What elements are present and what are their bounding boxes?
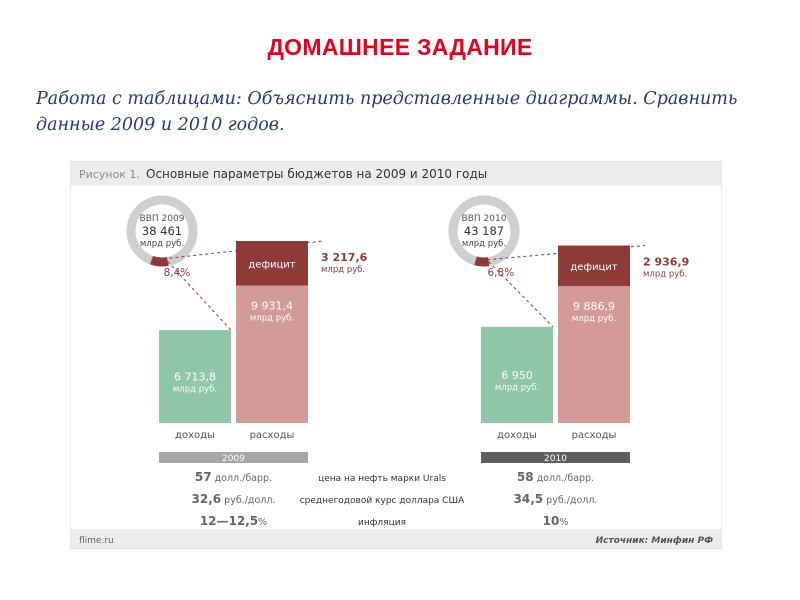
table-value-number-2010-1: 34,5 (514, 492, 544, 506)
expense-value-2009: 9 931,4 (251, 300, 293, 313)
table-value-unit-2010-2: % (559, 517, 568, 528)
figure-header-bar (70, 161, 722, 186)
table-value-2010-2: 10% (543, 514, 569, 528)
deficit-bar-2010 (558, 245, 630, 287)
task-line-2: данные 2009 и 2010 годов. (36, 115, 285, 135)
table-value-unit-2009-2: % (258, 517, 267, 528)
deficit-value-2010: 2 936,9 (643, 256, 689, 269)
gdp-unit-2010: млрд руб. (462, 239, 506, 249)
table-value-2010-1: 34,5 руб./долл. (514, 492, 598, 506)
gdp-value-2010: 43 187 (464, 224, 504, 238)
deficit-bar-label-2009: дефицит (248, 259, 295, 270)
expense-bar-2009 (236, 285, 308, 423)
expense-unit-2009: млрд руб. (250, 314, 294, 324)
table-value-number-2009-1: 32,6 (192, 492, 222, 506)
table-value-2010-0: 58 долл./барр. (517, 470, 594, 484)
page-title: ДОМАШНЕЕ ЗАДАНИЕ (267, 34, 533, 60)
deficit-share-label-2009: 8,4% (164, 267, 191, 279)
table-value-unit-2009-0: долл./барр. (212, 473, 273, 484)
year-label-2010: 2010 (544, 454, 567, 464)
deficit-bar-label-2010: дефицит (570, 262, 617, 273)
income-unit-2009: млрд руб. (173, 385, 217, 395)
deficit-unit-2010: млрд руб. (643, 270, 687, 280)
figure-label: Рисунок 1. (79, 168, 140, 181)
table-row-label-0: цена на нефть марки Urals (318, 474, 446, 484)
category-label-expense-2009: расходы (250, 430, 295, 441)
deficit-bar-2009 (236, 241, 308, 286)
figure-footer-source: Источник: Минфин РФ (596, 536, 713, 546)
table-value-number-2009-0: 57 (195, 470, 212, 484)
income-bar-2010 (481, 326, 553, 423)
table-value-2009-2: 12—12,5% (200, 514, 267, 528)
task-line-1: Работа с таблицами: Объяснить представле… (36, 89, 738, 109)
table-value-2009-0: 57 долл./барр. (195, 470, 272, 484)
expense-value-2010: 9 886,9 (573, 300, 615, 313)
table-value-unit-2010-1: руб./долл. (543, 495, 597, 506)
gdp-deficit-share-arc-2009 (150, 255, 169, 267)
figure-footer-bar (70, 529, 722, 549)
figure-title: Основные параметры бюджетов на 2009 и 20… (146, 167, 487, 181)
table-value-number-2010-2: 10 (543, 514, 560, 528)
year-bar-2009 (159, 452, 308, 463)
gdp-value-2009: 38 461 (142, 224, 182, 238)
income-bar-2009 (159, 330, 231, 423)
gdp-label-2010: ВВП 2010 (462, 214, 507, 224)
income-value-2010: 6 950 (501, 369, 533, 382)
table-value-unit-2009-1: руб./долл. (221, 495, 275, 506)
budget-chart-figure: Рисунок 1. Основные параметры бюджетов н… (70, 161, 722, 549)
category-label-income-2010: доходы (497, 430, 537, 441)
income-unit-2010: млрд руб. (495, 383, 539, 393)
year-label-2009: 2009 (222, 454, 245, 464)
table-value-2009-1: 32,6 руб./долл. (192, 492, 276, 506)
income-value-2009: 6 713,8 (174, 371, 216, 384)
table-row-label-1: среднегодовой курс доллара США (300, 496, 465, 506)
deficit-unit-2009: млрд руб. (321, 265, 365, 275)
deficit-share-label-2010: 6,8% (488, 267, 515, 279)
expense-bar-2010 (558, 286, 630, 423)
table-value-number-2009-2: 12—12,5 (200, 514, 258, 528)
deficit-value-2009: 3 217,6 (321, 251, 368, 264)
gdp-unit-2009: млрд руб. (140, 239, 184, 249)
category-label-expense-2010: расходы (572, 430, 617, 441)
table-row-label-2: инфляция (358, 518, 406, 528)
year-bar-2010 (481, 452, 630, 463)
task-text: Работа с таблицами: Объяснить представле… (36, 86, 776, 138)
category-label-income-2009: доходы (175, 430, 215, 441)
figure-footer-source-site: flime.ru (79, 536, 114, 546)
expense-unit-2010: млрд руб. (572, 314, 616, 324)
gdp-label-2009: ВВП 2009 (140, 214, 185, 224)
table-value-unit-2010-0: долл./барр. (534, 473, 595, 484)
table-value-number-2010-0: 58 (517, 470, 534, 484)
